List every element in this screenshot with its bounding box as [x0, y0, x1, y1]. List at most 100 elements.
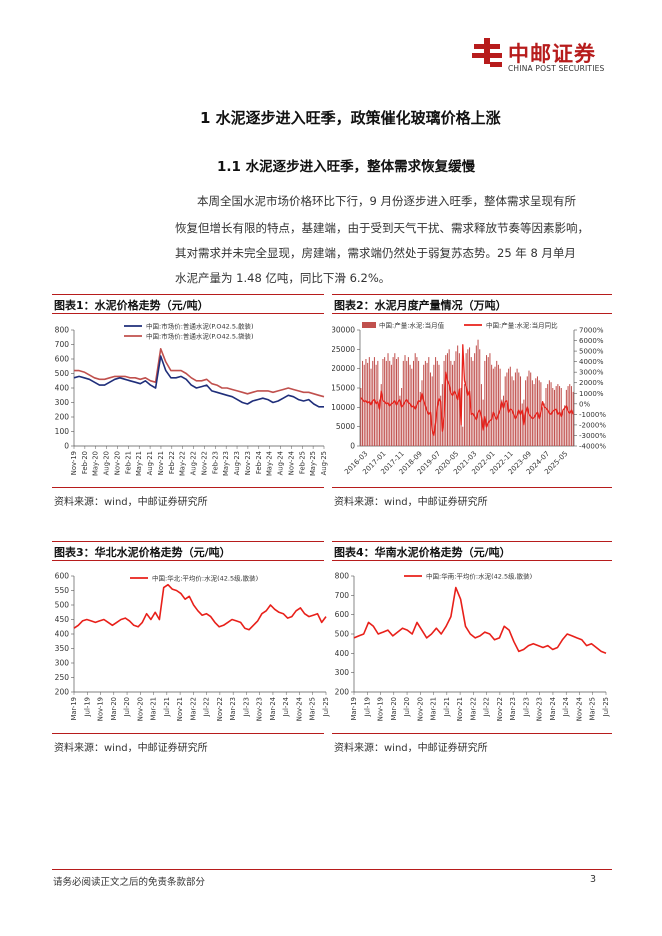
x-tick-label: Mar-19: [70, 697, 78, 721]
output-bar: [518, 372, 520, 446]
y-tick-label: 25000: [332, 345, 355, 354]
x-tick-label: Nov-21: [157, 451, 165, 475]
x-tick-label: Jul-24: [282, 697, 290, 717]
south-china-price-chart: 200 300 400 500 600 700 800 Mar-19 Jul-19 Nov-19 M…: [335, 572, 610, 722]
x-tick-label: Aug-24: [277, 451, 285, 475]
y-tick-label: 400: [55, 384, 70, 393]
series-line: [73, 583, 327, 631]
output-bar: [421, 380, 423, 446]
logo-mark-icon: [472, 38, 502, 67]
x-tick-label: Mar-21: [150, 697, 158, 721]
output-bar: [392, 357, 394, 446]
output-bar: [479, 349, 481, 446]
y-tick-label: 800: [335, 572, 350, 581]
x-tick-label: Mar-22: [189, 697, 197, 721]
output-bar: [494, 366, 496, 446]
y-tick-label: 400: [55, 630, 70, 639]
x-tick-label: Mar-23: [229, 697, 237, 721]
output-bar: [445, 355, 447, 446]
x-tick-label: Nov-24: [295, 697, 303, 721]
figure-top-rule: [332, 294, 612, 295]
x-tick-label: Aug-25: [320, 451, 328, 475]
series-line: [353, 586, 607, 655]
output-bar: [475, 345, 477, 446]
output-bar: [380, 384, 382, 446]
y2-tick-label: 1000%: [579, 390, 604, 398]
x-tick-label: Feb-24: [255, 451, 263, 474]
output-bar: [416, 357, 418, 446]
y-tick-label: 300: [55, 398, 70, 407]
figure-bottom-rule: [52, 487, 324, 488]
y-tick-label: 600: [55, 355, 70, 364]
output-bar: [530, 372, 532, 446]
figure-bottom-rule: [52, 733, 324, 734]
y2-tick-label: -2000%: [579, 421, 606, 429]
output-bar: [423, 364, 425, 446]
y-tick-label: 250: [55, 673, 70, 682]
output-bar: [569, 384, 571, 446]
x-tick-label: Mar-21: [430, 697, 438, 721]
x-tick-label: Jul-19: [83, 697, 91, 717]
footer-rule: [52, 869, 612, 870]
output-bar: [387, 353, 389, 446]
x-tick-label: Mar-24: [269, 697, 277, 721]
output-bar: [514, 372, 516, 446]
x-tick-label: Jul-21: [163, 697, 171, 717]
x-tick-label: Nov-23: [536, 697, 544, 721]
output-bar: [547, 384, 549, 446]
x-tick-label: Jul-20: [123, 697, 131, 717]
figure-1-source: 资料来源：wind，中邮证券研究所: [54, 497, 208, 508]
y-tick-label: 500: [335, 630, 350, 639]
figure-title-rule: [52, 560, 324, 561]
figure-bottom-rule: [332, 487, 612, 488]
figure-1-title: 图表1：水泥价格走势（元/吨）: [54, 299, 209, 312]
x-tick-label: May-25: [309, 451, 317, 476]
x-tick-label: Nov-23: [256, 697, 264, 721]
output-bar: [418, 360, 420, 446]
output-bar: [491, 364, 493, 446]
output-bar: [521, 403, 523, 446]
figure-bottom-rule: [332, 733, 612, 734]
paragraph-line: 本周全国水泥市场价格环比下行，9 月份逐步进入旺季，整体需求呈现有所: [197, 194, 576, 208]
legend-swatch: [362, 322, 376, 328]
output-bar: [370, 368, 372, 446]
brand-logo: 中邮证券 CHINA POST SECURITIES: [470, 36, 620, 76]
x-tick-label: Mar-23: [509, 697, 517, 721]
paragraph-line: 恢复但增长有限的特点，基建端，由于受到天气干扰、需求释放节奏等因素影响，: [175, 221, 589, 235]
x-tick-label: Nov-20: [136, 697, 144, 721]
x-tick-label: Jul-24: [562, 697, 570, 717]
output-bar: [424, 360, 426, 446]
x-tick-label: Feb-23: [211, 451, 219, 474]
output-bar: [373, 357, 375, 446]
output-bar: [470, 357, 472, 446]
legend-label: 中国:产量:水泥:当月值: [379, 321, 445, 330]
y-tick-label: 200: [335, 688, 350, 697]
output-bar: [446, 353, 448, 446]
output-bar: [538, 380, 540, 446]
legend-label: 中国:华北:平均价:水泥(42.5级,散装): [152, 574, 258, 583]
output-bar: [433, 364, 435, 446]
x-tick-label: Nov-19: [97, 697, 105, 721]
y-tick-label: 200: [55, 688, 70, 697]
y2-tick-label: 6000%: [579, 337, 604, 345]
y2-tick-label: -3000%: [579, 432, 606, 440]
x-tick-label: Jul-21: [443, 697, 451, 717]
x-tick-label: Aug-22: [190, 451, 198, 475]
output-bar: [429, 372, 431, 446]
y-tick-label: 800: [55, 326, 70, 335]
output-bar: [401, 388, 403, 446]
output-bar: [365, 359, 367, 446]
x-tick-label: Feb-21: [124, 451, 132, 474]
figure-2-title: 图表2：水泥月度产量情况（万吨）: [334, 299, 507, 312]
x-tick-label: Mar-22: [469, 697, 477, 721]
subsection-heading: 1.1 水泥逐步进入旺季，整体需求恢复缓慢: [217, 159, 476, 175]
x-tick-label: Feb-22: [168, 451, 176, 474]
output-bar: [457, 345, 459, 446]
output-bar: [362, 360, 364, 446]
y-tick-label: 300: [335, 668, 350, 677]
output-bar: [504, 376, 506, 446]
paragraph-line: 其对需求并未完全显现，房建端，需求端仍然处于弱复苏态势。25 年 8 月单月: [175, 246, 576, 260]
y2-tick-label: -4000%: [579, 443, 606, 451]
y-tick-label: 550: [55, 586, 70, 595]
output-bar: [450, 360, 452, 446]
